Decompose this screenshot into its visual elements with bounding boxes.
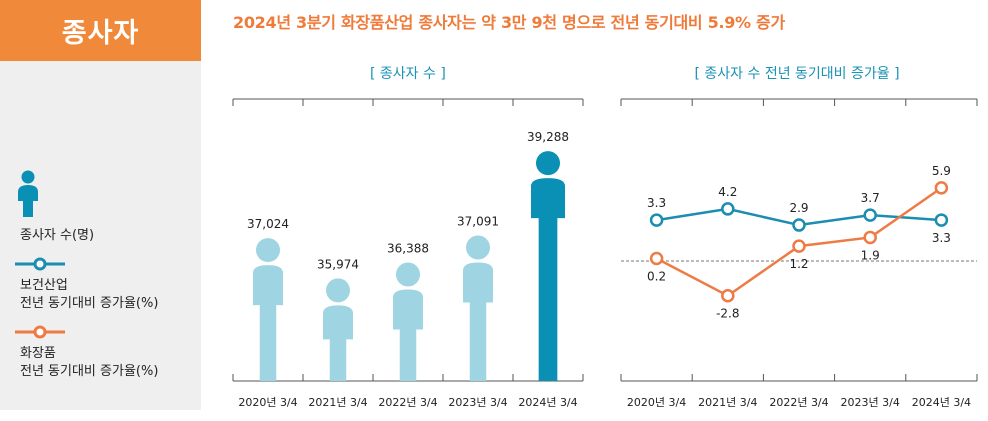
- legend-cosmetics-label-2: 전년 동기대비 증가율(%): [20, 364, 159, 379]
- line-x-tick-label: 2024년 3/4: [912, 396, 971, 409]
- worker-bar-body: [531, 178, 565, 381]
- headline: 2024년 3분기 화장품산업 종사자는 약 3만 9천 명으로 전년 동기대비…: [233, 13, 785, 32]
- sidebar: 종사자 종사자 수(명) 보건산업 전년 동기대비 증가율(%) 화장품 전년 …: [0, 0, 201, 410]
- worker-bar: [463, 235, 493, 381]
- cosmetics-series-value-label: -2.8: [716, 307, 739, 321]
- legend-health-label-2: 전년 동기대비 증가율(%): [20, 296, 159, 311]
- health-series-point: [792, 218, 806, 232]
- line-x-tick-label: 2022년 3/4: [769, 396, 828, 409]
- cosmetics-series-point: [721, 288, 735, 303]
- line-x-tick-label: 2020년 3/4: [627, 396, 686, 409]
- bar-value-label: 37,024: [247, 217, 289, 231]
- health-legend-line-icon: [15, 257, 65, 271]
- cosmetics-series-value-label: 0.2: [647, 270, 666, 284]
- bar-value-label: 37,091: [457, 215, 499, 229]
- line-x-tick-label: 2021년 3/4: [698, 396, 757, 409]
- health-series-value-label: 4.2: [718, 185, 737, 199]
- worker-bar: [323, 278, 353, 381]
- bar-x-tick-label: 2021년 3/4: [308, 396, 367, 409]
- bar-x-tick-label: 2022년 3/4: [378, 396, 437, 409]
- worker-bar: [393, 262, 423, 381]
- bar-chart-title: [ 종사자 수 ]: [370, 66, 446, 82]
- person-icon: [18, 170, 38, 217]
- worker-bar-head: [326, 278, 350, 303]
- worker-bar-head: [466, 235, 490, 260]
- line-x-tick-label: 2023년 3/4: [841, 396, 900, 409]
- legend-health-label-1: 보건산업: [20, 278, 68, 293]
- worker-bar: [253, 238, 283, 381]
- bar-value-label: 36,388: [387, 242, 429, 256]
- cosmetics-series-point: [934, 181, 949, 195]
- cosmetics-series-value-label: 5.9: [932, 164, 951, 178]
- legend-cosmetics-label-1: 화장품: [20, 346, 56, 361]
- bar-x-tick-label: 2024년 3/4: [518, 396, 577, 409]
- worker-bar-head: [396, 262, 420, 287]
- section-title-badge: 종사자: [0, 0, 201, 61]
- worker-bar-head: [256, 238, 280, 263]
- health-series-value-label: 3.3: [932, 231, 951, 245]
- worker-bar: [531, 151, 565, 381]
- cosmetics-series-point: [649, 251, 664, 266]
- bar-value-label: 39,288: [527, 130, 569, 144]
- worker-bar-body: [463, 262, 493, 381]
- line-chart-title: [ 종사자 수 전년 동기대비 증가율 ]: [694, 66, 900, 82]
- worker-bar-body: [253, 265, 283, 381]
- health-series-value-label: 3.7: [861, 191, 880, 205]
- cosmetics-series-point: [863, 230, 877, 245]
- bar-value-label: 35,974: [317, 257, 359, 271]
- cosmetics-series-value-label: 1.9: [861, 248, 880, 262]
- health-series-value-label: 3.3: [647, 196, 666, 210]
- health-series-point: [649, 213, 664, 227]
- health-series-value-label: 2.9: [789, 201, 808, 215]
- worker-bar-body: [393, 289, 423, 381]
- worker-bar-head: [536, 151, 560, 176]
- cosmetics-legend-line-icon: [15, 325, 65, 339]
- legend-workers-label: 종사자 수(명): [20, 228, 95, 243]
- cosmetics-series-value-label: 1.2: [789, 257, 808, 271]
- bar-x-tick-label: 2020년 3/4: [238, 396, 297, 409]
- health-series-point: [863, 208, 877, 222]
- health-series-point: [721, 202, 735, 216]
- health-series-point: [934, 213, 949, 227]
- worker-bar-body: [323, 305, 353, 381]
- bar-x-tick-label: 2023년 3/4: [448, 396, 507, 409]
- cosmetics-series-point: [792, 239, 806, 253]
